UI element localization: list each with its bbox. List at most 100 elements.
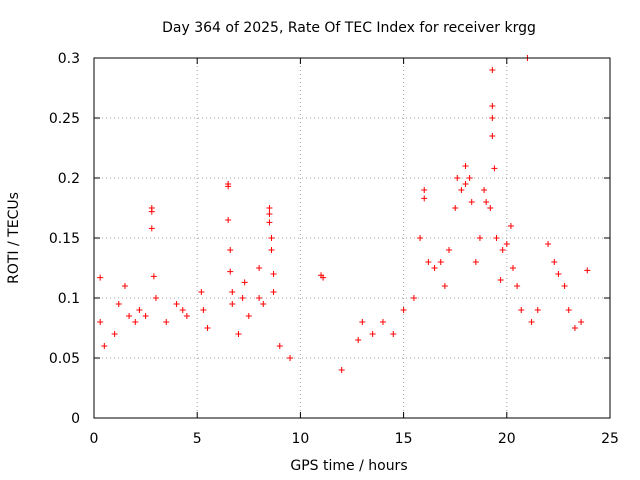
y-tick-label: 0.1 bbox=[58, 291, 80, 307]
data-point bbox=[276, 343, 283, 349]
data-point bbox=[421, 187, 428, 193]
data-point bbox=[561, 283, 568, 289]
data-point bbox=[565, 307, 572, 313]
data-point bbox=[489, 67, 496, 73]
data-point bbox=[584, 267, 591, 274]
chart-title: Day 364 of 2025, Rate Of TEC Index for r… bbox=[162, 20, 536, 36]
data-point bbox=[379, 319, 386, 325]
data-point bbox=[462, 163, 469, 169]
x-tick-label: 5 bbox=[193, 431, 202, 447]
y-tick-label: 0.05 bbox=[49, 351, 80, 367]
data-point bbox=[503, 241, 510, 247]
data-point bbox=[204, 325, 211, 331]
data-point bbox=[150, 273, 157, 280]
data-point bbox=[410, 295, 417, 301]
plot-frame bbox=[93, 57, 611, 419]
data-point bbox=[235, 331, 242, 337]
x-axis-title: GPS time / hours bbox=[290, 458, 407, 474]
y-tick-label: 0.3 bbox=[58, 51, 80, 67]
data-point bbox=[266, 219, 273, 226]
data-point bbox=[338, 367, 345, 373]
data-point bbox=[528, 319, 535, 325]
data-point bbox=[287, 355, 294, 361]
data-points bbox=[97, 55, 591, 373]
data-point bbox=[437, 259, 444, 265]
data-point bbox=[97, 319, 104, 325]
data-point bbox=[229, 301, 236, 307]
data-point bbox=[355, 337, 362, 343]
data-point bbox=[417, 235, 424, 241]
data-point bbox=[425, 259, 432, 265]
data-point bbox=[421, 195, 428, 202]
data-point bbox=[481, 187, 488, 193]
x-tick-label: 20 bbox=[498, 431, 516, 447]
data-point bbox=[268, 247, 275, 253]
grid-lines bbox=[94, 58, 610, 418]
data-point bbox=[441, 283, 448, 289]
y-tick-label: 0 bbox=[71, 411, 80, 427]
data-point bbox=[268, 235, 275, 241]
data-point bbox=[173, 301, 180, 307]
data-point bbox=[111, 331, 118, 337]
y-tick-label: 0.15 bbox=[49, 231, 80, 247]
data-point bbox=[551, 259, 558, 265]
data-point bbox=[163, 319, 170, 325]
x-tick-label: 0 bbox=[90, 431, 99, 447]
data-point bbox=[497, 277, 504, 283]
data-point bbox=[101, 343, 108, 349]
data-point bbox=[121, 283, 128, 289]
data-point bbox=[266, 211, 273, 217]
y-tick-label: 0.2 bbox=[58, 171, 80, 187]
data-point bbox=[320, 274, 327, 281]
data-point bbox=[458, 187, 465, 193]
data-point bbox=[466, 175, 473, 181]
data-point bbox=[493, 235, 500, 241]
data-point bbox=[136, 307, 143, 313]
data-point bbox=[431, 265, 438, 271]
x-tick-label: 25 bbox=[601, 431, 619, 447]
data-point bbox=[132, 319, 139, 325]
data-point bbox=[227, 247, 234, 253]
data-point bbox=[518, 307, 525, 313]
data-point bbox=[489, 103, 496, 109]
data-point bbox=[571, 325, 578, 331]
data-point bbox=[509, 265, 516, 271]
data-point bbox=[545, 241, 552, 247]
data-point bbox=[126, 313, 133, 319]
data-point bbox=[534, 307, 541, 313]
data-point bbox=[270, 289, 277, 295]
data-point bbox=[148, 225, 155, 232]
data-point bbox=[359, 319, 366, 325]
data-point bbox=[179, 307, 186, 313]
x-tick-label: 15 bbox=[395, 431, 413, 447]
data-point bbox=[97, 274, 104, 281]
data-point bbox=[225, 183, 232, 190]
data-point bbox=[452, 205, 459, 211]
data-point bbox=[239, 295, 246, 301]
data-point bbox=[115, 301, 122, 307]
data-point bbox=[227, 268, 234, 275]
data-point bbox=[198, 289, 205, 295]
data-point bbox=[245, 313, 252, 319]
data-point bbox=[266, 205, 273, 211]
data-point bbox=[483, 199, 490, 205]
data-point bbox=[229, 289, 236, 295]
y-axis-title: ROTI / TECUs bbox=[6, 192, 22, 284]
data-point bbox=[390, 331, 397, 337]
data-point bbox=[491, 165, 498, 172]
data-point bbox=[152, 295, 159, 301]
data-point bbox=[200, 307, 207, 313]
data-point bbox=[578, 319, 585, 325]
data-point bbox=[400, 307, 407, 313]
data-point bbox=[142, 313, 149, 319]
data-point bbox=[446, 247, 453, 253]
data-point bbox=[256, 295, 263, 301]
data-point bbox=[468, 199, 475, 205]
data-point bbox=[256, 265, 263, 271]
data-point bbox=[507, 223, 514, 229]
data-point bbox=[183, 313, 190, 319]
data-point bbox=[241, 279, 248, 286]
data-point bbox=[489, 115, 496, 121]
data-point bbox=[270, 271, 277, 277]
data-point bbox=[454, 175, 461, 181]
